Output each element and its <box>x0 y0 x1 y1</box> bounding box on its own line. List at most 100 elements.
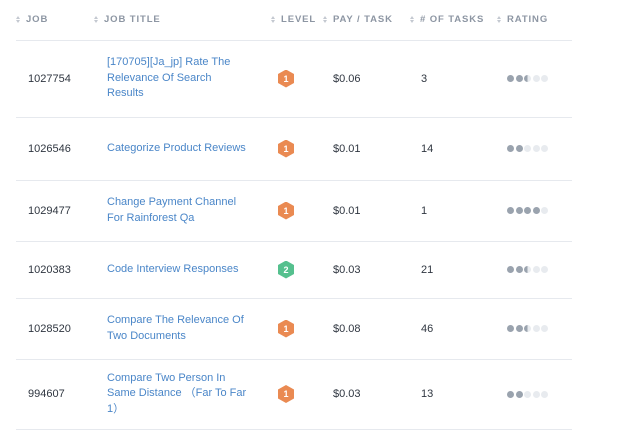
task-count: 13 <box>421 388 434 400</box>
rating-dot-icon <box>541 207 548 214</box>
rating-dot-icon <box>524 266 531 273</box>
column-header-level[interactable]: LEVEL <box>271 12 316 26</box>
level-badge: 1 <box>278 385 294 403</box>
job-title-cell: Compare The Relevance Of Two Documents <box>107 298 247 359</box>
rating-dot-icon <box>515 266 523 273</box>
rating-dot-icon <box>515 207 523 214</box>
job-id: 1026546 <box>28 142 71 155</box>
rating-dot-icon <box>507 266 514 273</box>
level-badge: 2 <box>278 260 294 279</box>
sort-icon <box>271 15 275 23</box>
job-id: 994607 <box>28 388 65 400</box>
table-row: 1029477 Change Payment Channel For Rainfo… <box>16 180 572 242</box>
rating-dot-icon <box>541 266 548 273</box>
task-count: 46 <box>421 322 434 335</box>
table-row: 1026546 Categorize Product Reviews 1 $0.01 1… <box>16 117 572 181</box>
rating-cell <box>507 40 548 117</box>
rating-dot-icon <box>532 390 540 398</box>
rating-dot-icon <box>515 145 523 152</box>
rating-dot-icon <box>541 75 548 82</box>
pay-per-task: $0.01 <box>333 142 361 155</box>
table-row: 994607 Compare Two Person In Same Distanc… <box>16 359 572 430</box>
level-cell: 2 <box>278 241 294 298</box>
rating-dot-icon <box>515 75 523 82</box>
level-badge: 1 <box>278 201 294 220</box>
rating-dots <box>507 145 548 152</box>
job-id: 1029477 <box>28 204 71 217</box>
rating-cell <box>507 180 548 241</box>
level-badge: 1 <box>278 69 294 88</box>
job-id: 1028520 <box>28 322 71 335</box>
sort-icon <box>323 15 327 23</box>
column-header-job[interactable]: JOB <box>16 12 48 26</box>
rating-dot-icon <box>532 325 540 332</box>
job-title-cell: [170705][Ja_jp] Rate The Relevance Of Se… <box>107 40 247 117</box>
rating-dot-icon <box>507 207 514 214</box>
sort-icon <box>16 15 20 23</box>
rating-dots <box>507 75 548 82</box>
column-header-pay-per-task[interactable]: PAY / TASK <box>323 12 393 26</box>
rating-dots <box>507 207 548 214</box>
rating-dot-icon <box>524 75 531 82</box>
rating-dot-icon <box>524 325 531 332</box>
job-title-link[interactable]: Code Interview Responses <box>107 262 239 275</box>
rating-dot-icon <box>532 207 540 214</box>
column-header-number-of-tasks[interactable]: # OF TASKS <box>410 12 484 26</box>
level-cell: 1 <box>278 40 294 117</box>
level-cell: 1 <box>278 180 294 241</box>
pay-per-task: $0.08 <box>333 322 361 335</box>
rating-dot-icon <box>515 325 523 332</box>
column-header-job-title[interactable]: JOB TITLE <box>94 12 161 26</box>
task-count: 14 <box>421 142 434 155</box>
table-row: 1027754 [170705][Ja_jp] Rate The Relevanc… <box>16 40 572 118</box>
job-title-link[interactable]: Categorize Product Reviews <box>107 141 246 154</box>
column-header-rating[interactable]: RATING <box>497 12 548 26</box>
task-count: 21 <box>421 263 434 276</box>
job-title-cell: Categorize Product Reviews <box>107 117 247 180</box>
level-cell: 1 <box>278 298 294 359</box>
level-cell: 1 <box>278 117 294 180</box>
pay-per-task: $0.03 <box>333 388 361 400</box>
sort-icon <box>497 15 501 23</box>
rating-dot-icon <box>532 75 540 82</box>
table-header: JOB JOB TITLE LEVEL PAY / TASK # OF TASK… <box>16 0 572 41</box>
rating-dot-icon <box>541 145 548 152</box>
rating-dot-icon <box>507 390 514 398</box>
table-row: 1028520 Compare The Relevance Of Two Docu… <box>16 298 572 360</box>
level-cell: 1 <box>278 359 294 429</box>
job-title-cell: Code Interview Responses <box>107 241 247 298</box>
rating-cell <box>507 241 548 298</box>
rating-dot-icon <box>507 325 514 332</box>
task-count: 1 <box>421 204 428 217</box>
job-title-link[interactable]: Compare Two Person In Same Distance （Far… <box>107 371 247 415</box>
rating-dot-icon <box>507 145 514 152</box>
rating-cell <box>507 359 548 429</box>
rating-dots <box>507 390 548 398</box>
rating-dot-icon <box>524 207 531 214</box>
job-title-link[interactable]: Change Payment Channel For Rainforest Qa <box>107 196 237 224</box>
pay-per-task: $0.06 <box>333 72 361 85</box>
job-title-link[interactable]: Compare The Relevance Of Two Documents <box>107 314 244 342</box>
pay-per-task: $0.01 <box>333 204 361 217</box>
rating-dots <box>507 266 548 273</box>
rating-dot-icon <box>541 325 548 332</box>
level-badge: 1 <box>278 319 294 338</box>
table-row: 1020383 Code Interview Responses 2 $0.03 21 <box>16 241 572 299</box>
job-id: 1020383 <box>28 263 71 276</box>
sort-icon <box>410 15 414 23</box>
job-title-cell: Change Payment Channel For Rainforest Qa <box>107 180 247 241</box>
level-badge: 1 <box>278 139 294 158</box>
rating-dot-icon <box>524 145 531 152</box>
sort-icon <box>94 15 98 23</box>
rating-cell <box>507 298 548 359</box>
task-count: 3 <box>421 72 428 85</box>
job-id: 1027754 <box>28 72 71 85</box>
rating-dot-icon <box>532 266 540 273</box>
rating-dots <box>507 325 548 332</box>
rating-cell <box>507 117 548 180</box>
rating-dot-icon <box>524 390 531 398</box>
rating-dot-icon <box>541 390 548 398</box>
pay-per-task: $0.03 <box>333 263 361 276</box>
job-title-link[interactable]: [170705][Ja_jp] Rate The Relevance Of Se… <box>107 56 231 100</box>
job-title-cell: Compare Two Person In Same Distance （Far… <box>107 359 247 429</box>
